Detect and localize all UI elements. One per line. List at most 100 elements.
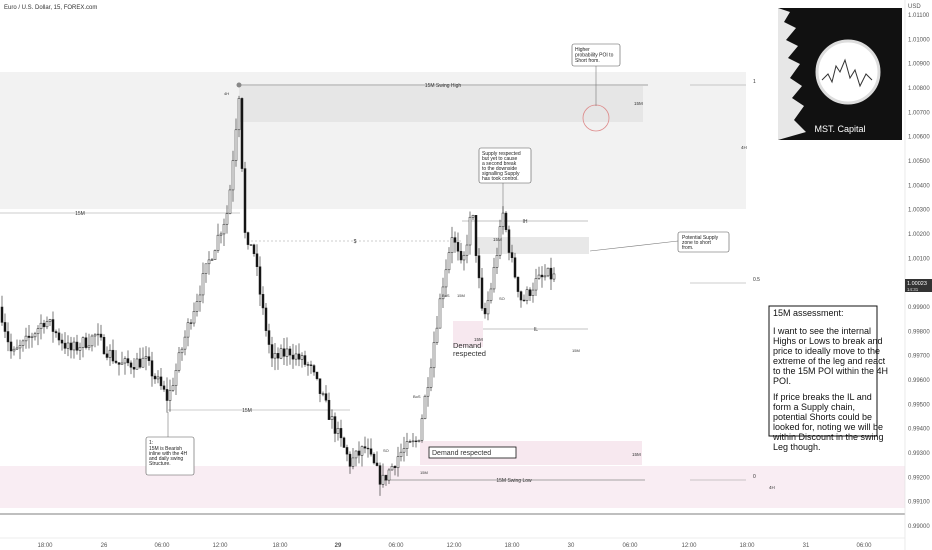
candle-down <box>114 360 118 363</box>
candle-up <box>210 259 214 261</box>
candle-down <box>282 348 286 357</box>
candle-down <box>63 342 67 349</box>
candle-up <box>66 342 70 349</box>
candle-down <box>261 294 265 309</box>
candle-up <box>174 370 178 386</box>
candle-up <box>30 336 34 338</box>
candle-down <box>51 319 55 332</box>
candle-up <box>435 327 439 343</box>
demand-respected-box <box>428 446 517 459</box>
brand-logo: MST. Capital <box>778 8 902 140</box>
candle-up <box>432 342 436 369</box>
zone-15m-top-label: 15M <box>634 101 643 106</box>
y-tick-label: 1.01000 <box>908 37 930 43</box>
candle-down <box>315 371 319 379</box>
annotations: Higher probability POI to Short from. Supp… <box>145 43 888 476</box>
candle-down <box>258 266 262 295</box>
candle-up <box>225 213 229 225</box>
level-lines <box>0 66 905 515</box>
candle-up <box>87 345 91 348</box>
candle-up <box>429 367 433 388</box>
so-marker-1: SO <box>383 448 389 453</box>
x-tick-label: 30 <box>568 543 575 549</box>
demand-respected-2: Demand respected <box>432 450 491 457</box>
x-ticks: 18:00 26 06:00 12:00 18:00 29 06:00 12:00 18:00 3… <box>37 543 872 549</box>
candle-up <box>12 348 16 352</box>
candle-up <box>222 223 226 235</box>
candle-up <box>471 215 475 218</box>
candle-up <box>525 289 529 301</box>
candle-up <box>462 254 466 261</box>
candle-down <box>243 168 247 233</box>
candle-down <box>318 378 322 394</box>
y-tick-label: 1.00200 <box>908 232 930 238</box>
y-tick-label: 0.99900 <box>908 305 930 311</box>
candle-down <box>306 364 310 366</box>
marker-15m-right: 15M <box>572 348 580 353</box>
y-tick-label: 1.00900 <box>908 62 930 68</box>
candle-down <box>519 291 523 301</box>
swing-low-label: 15M Swing Low <box>496 478 532 484</box>
candle-down <box>240 98 244 169</box>
poi-note-box <box>571 43 621 67</box>
x-tick-label: 26 <box>101 543 108 549</box>
zone-15m-mid-label: 15M <box>493 237 502 242</box>
candle-down <box>504 212 508 230</box>
zone-15m-demand-mid-label: 15M <box>474 337 483 342</box>
candle-up <box>234 129 238 161</box>
x-tick-label: 06:00 <box>622 543 638 549</box>
candle-down <box>366 447 370 450</box>
candle-up <box>450 237 454 253</box>
price-axis[interactable]: USD 1.011001.010001.009001.008001.007001… <box>904 0 932 550</box>
candle-down <box>342 437 346 448</box>
candle-down <box>357 450 361 456</box>
candle-down <box>255 253 259 267</box>
candle-up <box>90 335 94 347</box>
candle-down <box>54 331 58 334</box>
so-marker-2: SO <box>499 296 505 301</box>
candle-down <box>384 474 388 481</box>
y-tick-label: 0.99100 <box>908 500 930 506</box>
candle-up <box>444 269 448 288</box>
zone-15m-supply-mid <box>477 237 589 254</box>
candle-up <box>381 474 385 485</box>
candle-up <box>336 428 340 434</box>
candle-down <box>348 453 352 467</box>
x-tick-label: 12:00 <box>446 543 462 549</box>
candle-up <box>198 294 202 302</box>
candle-up <box>279 348 283 359</box>
candle-down <box>252 244 256 255</box>
candle-down <box>264 307 268 331</box>
zone-15m-demand-low-label: 15M <box>632 452 641 457</box>
candle-up <box>354 450 358 459</box>
candle-up <box>399 451 403 457</box>
y-tick-label: 1.00100 <box>908 256 930 262</box>
bearish-note-box <box>145 436 195 476</box>
demand-respected-1: Demand respected <box>453 341 486 358</box>
y-tick-label: 0.99200 <box>908 475 930 481</box>
candle-down <box>162 385 166 390</box>
candle-up <box>417 440 421 442</box>
candle-up <box>411 440 415 443</box>
potential-supply-note: Potential Supply zone to short from. <box>682 235 719 251</box>
candle-up <box>204 263 208 274</box>
candle-down <box>363 446 367 449</box>
zones-layer <box>0 72 905 508</box>
countdown: 14:31 <box>907 287 919 292</box>
candle-down <box>345 447 349 455</box>
candle-down <box>246 232 250 245</box>
candle-up <box>294 353 298 360</box>
candle-down <box>474 215 478 256</box>
y-tick-label: 0.99700 <box>908 354 930 360</box>
candle-down <box>324 393 328 401</box>
candle-up <box>216 234 220 251</box>
candle-up <box>135 358 139 370</box>
candle-down <box>117 362 121 365</box>
candle-up <box>390 466 394 471</box>
time-axis[interactable]: 18:00 26 06:00 12:00 18:00 29 06:00 12:00 18:00 3… <box>0 537 905 549</box>
candle-down <box>297 353 301 360</box>
candle-up <box>405 441 409 449</box>
candle-down <box>126 358 130 364</box>
candle-up <box>180 348 184 354</box>
